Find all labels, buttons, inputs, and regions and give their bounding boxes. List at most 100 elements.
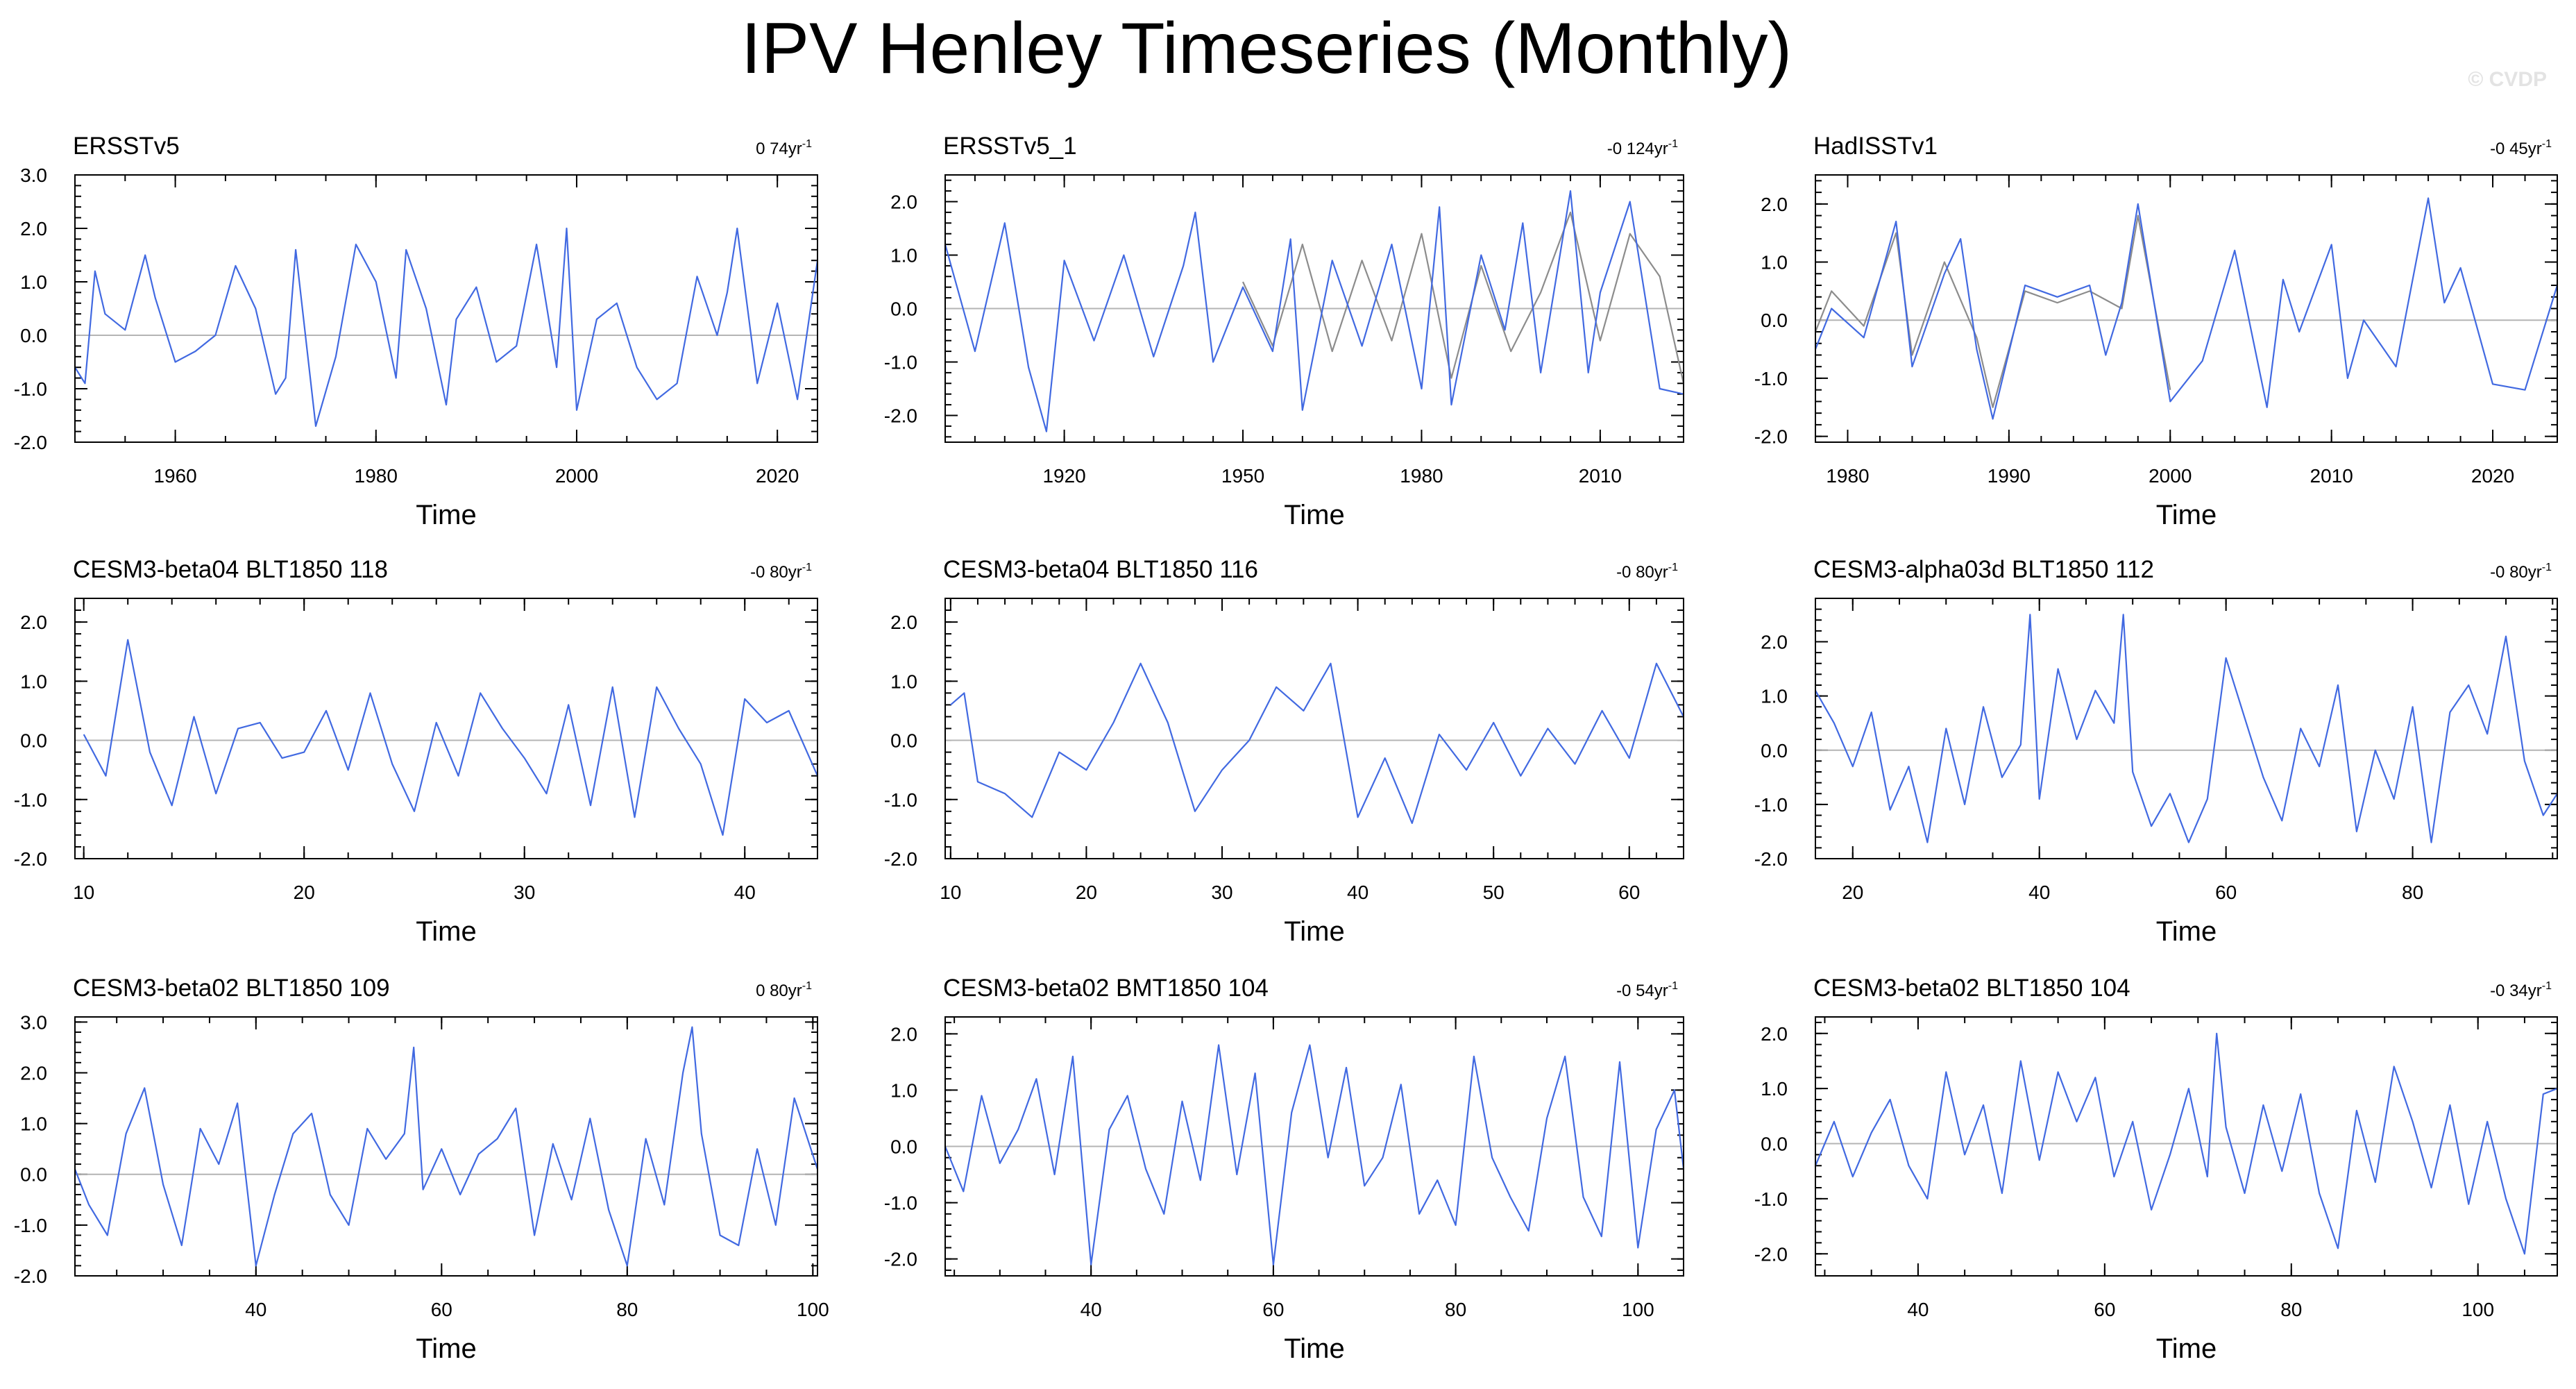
trend-label: -0 124yr-1: [1607, 138, 1678, 158]
x-tick-label: 100: [2461, 1299, 2494, 1320]
trend-unit: -1: [1668, 980, 1678, 992]
y-tick-label: 2.0: [890, 612, 917, 633]
trend-value: 0 74yr: [756, 140, 802, 158]
panel-title: ERSSTv5_1: [943, 133, 1077, 160]
x-tick-label: 2010: [2310, 465, 2353, 487]
plot-frame: [944, 598, 1684, 859]
y-tick-label: -1.0: [14, 1215, 47, 1236]
x-tick-label: 1980: [355, 465, 398, 487]
x-tick-label: 40: [2028, 882, 2050, 903]
x-tick-label: 40: [734, 882, 756, 903]
plot-frame: [1815, 174, 2558, 443]
x-axis-title: Time: [2156, 916, 2217, 947]
y-tick-label: 1.0: [1761, 252, 1788, 273]
chart-panel: CESM3-beta04 BLT1850 118 -0 80yr-1 -2.0 -1.…: [14, 556, 819, 947]
trend-unit: -1: [802, 980, 812, 992]
plot-frame: [1815, 1016, 2558, 1277]
plot-frame: [74, 1016, 818, 1277]
x-tick-label: 60: [2215, 882, 2237, 903]
series-line: [1814, 1032, 2558, 1255]
series-line: [944, 1044, 1685, 1265]
y-tick-label: -2.0: [14, 1265, 47, 1287]
x-tick-label: 60: [431, 1299, 452, 1320]
x-tick-label: 30: [1211, 882, 1232, 903]
y-tick-label: 3.0: [20, 1011, 47, 1033]
panel-title: CESM3-beta04 BLT1850 116: [943, 556, 1258, 583]
series-line: [83, 639, 819, 836]
panel-title: HadISSTv1: [1813, 133, 1938, 160]
y-tick-label: 2.0: [1761, 632, 1788, 653]
x-tick-label: 2000: [2149, 465, 2192, 487]
y-tick-label: 2.0: [20, 218, 47, 239]
y-tick-label: -2.0: [884, 405, 917, 427]
y-tick-label: -2.0: [14, 432, 47, 453]
panel-title: CESM3-beta02 BLT1850 109: [73, 975, 390, 1002]
x-tick-label: 80: [1445, 1299, 1466, 1320]
x-tick-label: 1990: [1988, 465, 2031, 487]
x-tick-label: 60: [1262, 1299, 1284, 1320]
x-tick-label: 40: [1907, 1299, 1929, 1320]
y-tick-label: -2.0: [14, 848, 47, 870]
series-line: [1815, 614, 2558, 843]
x-tick-label: 10: [940, 882, 961, 903]
y-tick-label: 0.0: [20, 1164, 47, 1186]
x-tick-label: 80: [616, 1299, 638, 1320]
x-axis-title: Time: [2156, 500, 2217, 530]
y-tick-label: -2.0: [1754, 848, 1788, 870]
y-tick-label: 1.0: [890, 1079, 917, 1101]
y-tick-label: 2.0: [20, 1062, 47, 1084]
panel-title: CESM3-beta02 BLT1850 104: [1813, 975, 2130, 1002]
trend-value: -0 80yr: [2490, 563, 2542, 582]
y-tick-label: 1.0: [20, 271, 47, 293]
y-tick-label: 1.0: [1761, 1078, 1788, 1100]
x-tick-label: 1960: [153, 465, 196, 487]
y-tick-label: 0.0: [890, 298, 917, 320]
trend-unit: -1: [802, 138, 812, 150]
x-tick-label: 2020: [2471, 465, 2514, 487]
x-tick-label: 100: [797, 1299, 829, 1320]
x-tick-label: 2020: [756, 465, 799, 487]
y-tick-label: -2.0: [884, 1249, 917, 1270]
plot-frame: [74, 598, 818, 859]
x-axis-title: Time: [1284, 916, 1344, 947]
trend-value: -0 80yr: [750, 563, 802, 582]
trend-unit: -1: [2542, 562, 2552, 573]
chart-panel: CESM3-beta04 BLT1850 116 -0 80yr-1 -2.0 -1.…: [884, 556, 1684, 947]
y-tick-label: 0.0: [890, 730, 917, 752]
trend-label: -0 80yr-1: [1616, 562, 1678, 582]
trend-unit: -1: [2542, 138, 2552, 150]
x-tick-label: 2010: [1579, 465, 1622, 487]
y-tick-label: 0.0: [20, 730, 47, 752]
x-tick-label: 80: [2280, 1299, 2302, 1320]
panel-title: CESM3-beta04 BLT1850 118: [73, 556, 388, 583]
trend-value: -0 80yr: [1616, 563, 1668, 582]
plot-frame: [74, 174, 818, 443]
watermark: © CVDP: [2468, 68, 2547, 91]
y-tick-label: 2.0: [1761, 194, 1788, 215]
x-tick-label: 1950: [1221, 465, 1264, 487]
chart-panel: CESM3-alpha03d BLT1850 112 -0 80yr-1 -2.0 -…: [1754, 556, 2558, 947]
y-tick-label: -2.0: [1754, 426, 1788, 448]
chart-panel: ERSSTv5_1 -0 124yr-1 -2.0 -1.0 0.0 1.0 2.0 1920…: [884, 133, 1685, 530]
chart-panel: ERSSTv5 0 74yr-1 -2.0 -1.0 0.0 1.0 2.0 3.0 1960 1…: [14, 133, 819, 530]
trend-label: -0 34yr-1: [2490, 980, 2552, 1000]
trend-label: -0 80yr-1: [750, 562, 812, 582]
x-axis-title: Time: [2156, 1333, 2217, 1364]
panel-title: CESM3-beta02 BMT1850 104: [943, 975, 1269, 1002]
chart-panel: CESM3-beta02 BMT1850 104 -0 54yr-1 -2.0 -1.…: [884, 975, 1685, 1364]
y-tick-label: 2.0: [890, 192, 917, 213]
trend-unit: -1: [1668, 562, 1678, 573]
y-tick-label: -2.0: [1754, 1243, 1788, 1265]
panel-title: ERSSTv5: [73, 133, 180, 160]
trend-label: 0 74yr-1: [756, 138, 812, 158]
figure-title: IPV Henley Timeseries (Monthly): [741, 8, 1792, 89]
series-line: [1814, 197, 2559, 420]
x-tick-label: 40: [1347, 882, 1368, 903]
trend-value: -0 54yr: [1616, 982, 1668, 1000]
y-tick-label: -1.0: [1754, 368, 1788, 389]
trend-label: -0 80yr-1: [2490, 562, 2552, 582]
y-tick-label: 1.0: [890, 671, 917, 692]
trend-label: 0 80yr-1: [756, 980, 812, 1000]
x-tick-label: 100: [1622, 1299, 1654, 1320]
